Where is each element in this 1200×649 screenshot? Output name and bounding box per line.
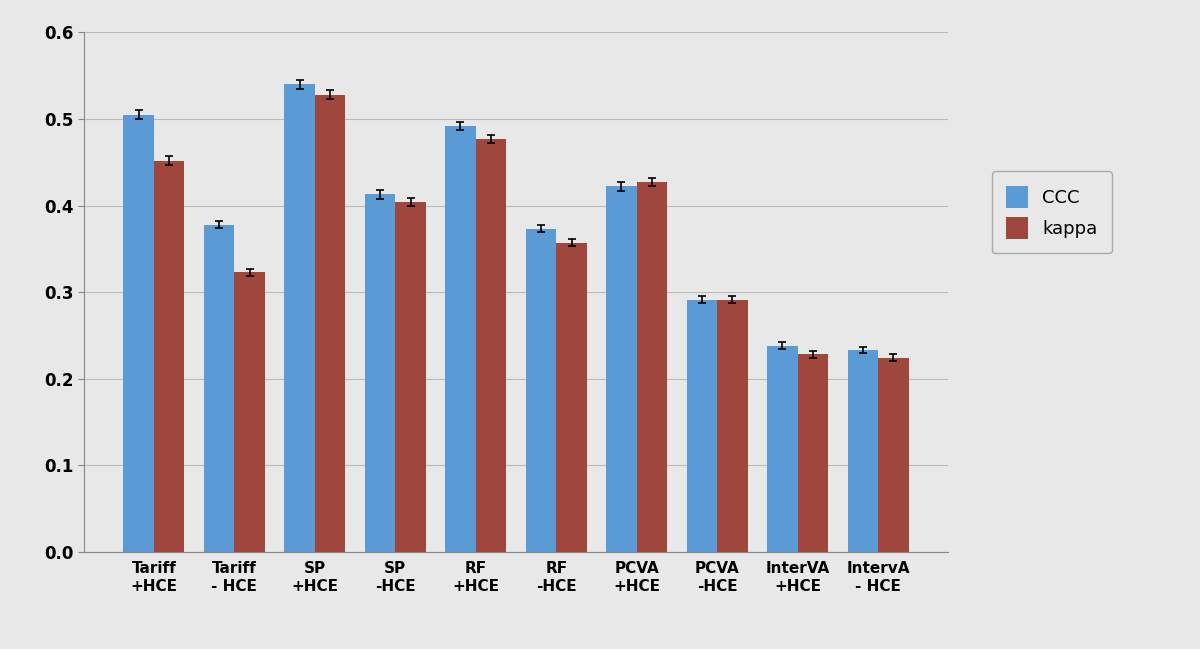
Bar: [445, 126, 475, 552]
Legend: CCC, kappa: CCC, kappa: [991, 171, 1112, 253]
Bar: [154, 160, 185, 552]
Bar: [686, 300, 718, 552]
Bar: [878, 358, 908, 552]
Bar: [847, 350, 878, 552]
Bar: [526, 229, 557, 552]
Bar: [767, 346, 798, 552]
Bar: [365, 194, 395, 552]
Bar: [606, 186, 637, 552]
Bar: [637, 182, 667, 552]
Bar: [718, 300, 748, 552]
Bar: [314, 95, 346, 552]
Bar: [475, 139, 506, 552]
Bar: [204, 225, 234, 552]
Bar: [124, 115, 154, 552]
Bar: [284, 84, 314, 552]
Bar: [557, 243, 587, 552]
Bar: [234, 272, 265, 552]
Bar: [798, 354, 828, 552]
Bar: [395, 202, 426, 552]
